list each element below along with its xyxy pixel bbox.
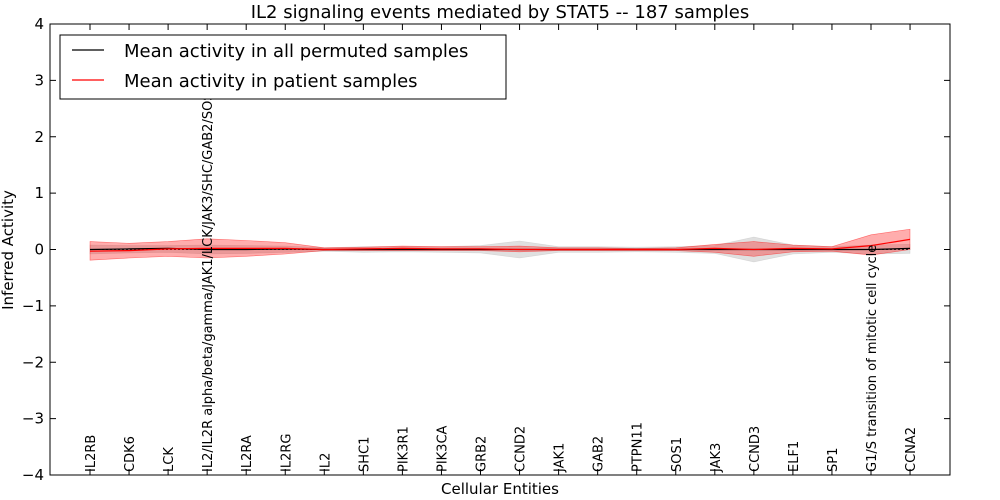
y-tick-label: −3 (22, 410, 44, 428)
y-tick-label: 4 (34, 15, 44, 33)
y-tick-label: 2 (34, 128, 44, 146)
category-label: SOS1 (670, 437, 685, 472)
y-axis-ticks: 4 3 2 1 0 −1 −2 −3 −4 (22, 15, 950, 484)
category-label: GAB2 (592, 436, 607, 472)
category-label: IL2RG (279, 434, 294, 472)
category-label: CDK6 (123, 436, 138, 472)
series-lines (89, 238, 911, 252)
category-labels: IL2RB CDK6 LCK IL2/IL2R alpha/beta/gamma/JA… (84, 24, 919, 475)
category-label: SHC1 (357, 437, 372, 472)
y-tick-label: −1 (22, 297, 44, 315)
category-label: LCK (162, 447, 177, 472)
category-label: PTPN11 (631, 422, 646, 472)
y-tick-label: −4 (22, 466, 44, 484)
legend: Mean activity in all permuted samples Me… (59, 34, 507, 100)
category-label: PIK3R1 (396, 426, 411, 472)
legend-entry-patient: Mean activity in patient samples (124, 71, 418, 92)
category-label: ELF1 (787, 441, 802, 472)
category-label: G1/S transition of mitotic cell cycle (865, 245, 880, 472)
chart-title: IL2 signaling events mediated by STAT5 -… (251, 2, 750, 23)
category-label: CCND2 (514, 426, 529, 472)
plot-frame (49, 23, 951, 476)
legend-box (59, 34, 507, 100)
category-label: CCND3 (748, 426, 763, 472)
category-label: IL2RA (240, 435, 255, 472)
category-label: JAK3 (709, 443, 724, 473)
y-tick-label: 1 (34, 184, 44, 202)
category-label: IL2 (318, 453, 333, 472)
category-label: GRB2 (475, 436, 490, 472)
category-label: JAK1 (553, 443, 568, 473)
y-tick-label: −2 (22, 353, 44, 371)
category-label: IL2RB (84, 435, 99, 472)
category-label: IL2/IL2R alpha/beta/gamma/JAK1/LCK/JAK3/… (201, 46, 216, 472)
category-label: PIK3CA (435, 425, 450, 472)
legend-entry-permuted: Mean activity in all permuted samples (124, 41, 468, 62)
category-label: SP1 (826, 448, 841, 472)
series-line (89, 238, 911, 252)
y-tick-label: 0 (34, 241, 44, 259)
y-tick-label: 3 (34, 71, 44, 89)
x-axis-label: Cellular Entities (441, 480, 559, 498)
y-axis-label: Inferred Activity (0, 190, 17, 310)
category-label: CCNA2 (904, 427, 919, 472)
